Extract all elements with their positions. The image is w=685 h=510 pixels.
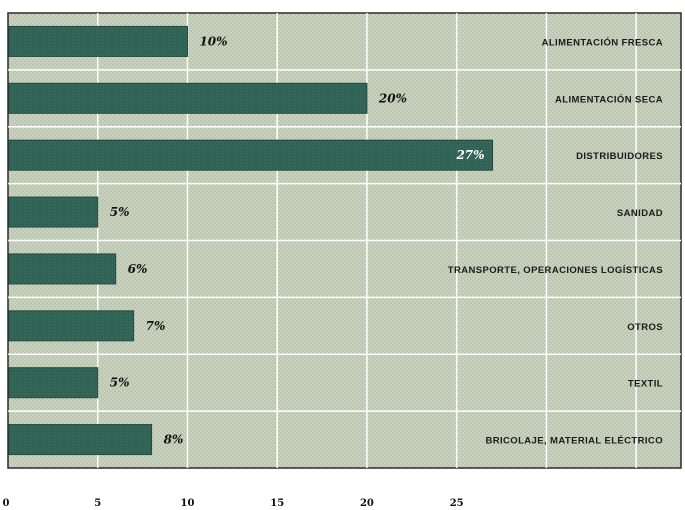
bar-value-label: 5% (110, 205, 130, 219)
bar-value-label: 8% (164, 433, 184, 447)
x-tick-label: 0 (3, 498, 10, 509)
bar (8, 367, 99, 399)
bar-value-label: 5% (110, 376, 130, 390)
x-tick-label: 20 (360, 498, 374, 509)
category-label: BRICOLAJE, MATERIAL ELÉCTRICO (485, 436, 663, 447)
x-tick-label: 5 (94, 498, 101, 509)
category-label: DISTRIBUIDORES (576, 151, 663, 162)
bar-value-label: 7% (146, 319, 166, 333)
category-label: SANIDAD (617, 208, 663, 219)
labels: 10% ALIMENTACIÓN FRESCA 20% ALIMENTACIÓN SE… (110, 34, 663, 446)
bar (8, 25, 188, 57)
x-tick-label: 10 (181, 498, 195, 509)
category-label: TEXTIL (628, 379, 663, 390)
bar-value-label: 27% (455, 148, 484, 162)
category-label: OTROS (627, 322, 663, 333)
bar (8, 253, 117, 285)
bar (8, 424, 153, 456)
bars (8, 25, 494, 456)
category-label: ALIMENTACIÓN FRESCA (542, 36, 663, 48)
bar (8, 196, 99, 228)
x-tick-label: 25 (450, 498, 464, 509)
x-tick-label: 15 (270, 498, 284, 509)
bar (8, 82, 368, 114)
bar-value-label: 20% (378, 91, 407, 105)
x-axis-ticks: 0 5 10 15 20 25 (3, 498, 464, 509)
bar-value-label: 6% (128, 262, 148, 276)
category-label: TRANSPORTE, OPERACIONES LOGÍSTICAS (448, 265, 663, 276)
bar (8, 310, 135, 342)
category-label: ALIMENTACIÓN SECA (555, 93, 663, 105)
bar (8, 139, 494, 171)
bar-value-label: 10% (199, 34, 227, 48)
